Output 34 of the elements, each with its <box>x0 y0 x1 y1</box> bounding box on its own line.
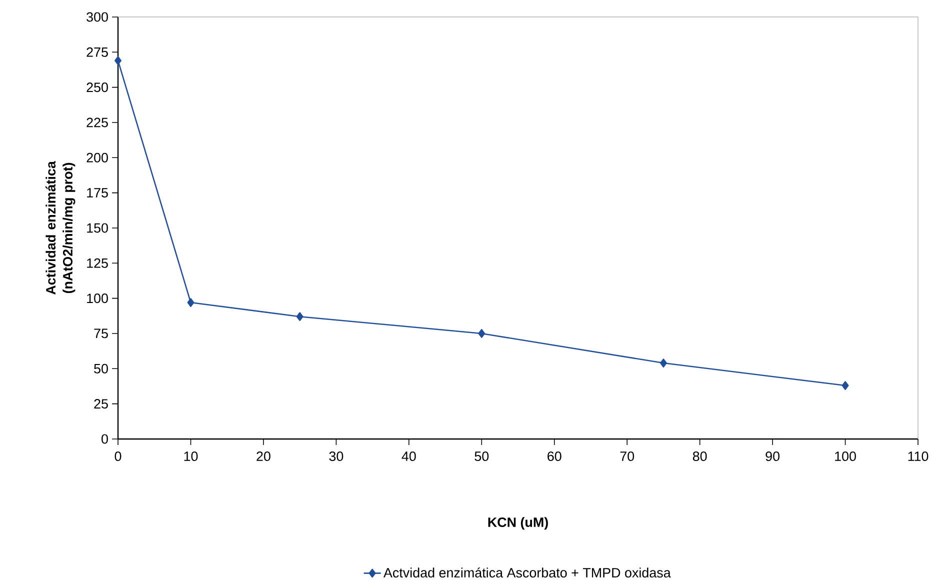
y-tick-label: 250 <box>86 82 108 92</box>
y-tick-label: 150 <box>87 223 108 233</box>
y-tick-label: 50 <box>94 364 108 374</box>
x-tick-label: 20 <box>256 452 270 462</box>
y-tick-label: 100 <box>87 294 108 304</box>
y-tick-label: 275 <box>86 47 108 57</box>
y-tick-label: 25 <box>94 399 108 409</box>
x-tick-label: 100 <box>835 452 856 462</box>
point <box>842 381 849 390</box>
y-tick-label: 300 <box>86 12 108 22</box>
point <box>660 358 667 368</box>
x-tick-label: 80 <box>692 452 707 462</box>
legend-label: Actvidad enzimática Ascorbato + TMPD oxidasa <box>383 567 671 578</box>
y-tick-label: 200 <box>86 152 108 162</box>
y-tick-label: 75 <box>94 328 108 338</box>
x-tick-label: 60 <box>548 452 562 462</box>
x-tick-label: 40 <box>402 452 416 462</box>
x-tick-label: 90 <box>766 452 780 462</box>
x-tick-label: 110 <box>908 452 928 462</box>
x-axis-title: KCN (uM) <box>488 517 548 530</box>
x-tick-label: 50 <box>474 452 489 462</box>
x-tick-label: 0 <box>114 452 122 462</box>
x-tick-label: 10 <box>184 452 198 462</box>
y-tick-label: 175 <box>87 188 108 198</box>
x-tick-label: 30 <box>329 452 344 462</box>
point <box>114 56 122 66</box>
y-axis-title: Actividad enzimática (nAtO2/min/mg prot) <box>46 161 76 295</box>
point <box>187 298 194 307</box>
y-tick-label: 125 <box>87 258 108 268</box>
y-tick-label: 0 <box>102 434 108 444</box>
x-tick-label: 70 <box>620 452 634 462</box>
point <box>296 312 304 322</box>
point <box>478 329 486 338</box>
y-tick-label: 225 <box>86 118 108 128</box>
